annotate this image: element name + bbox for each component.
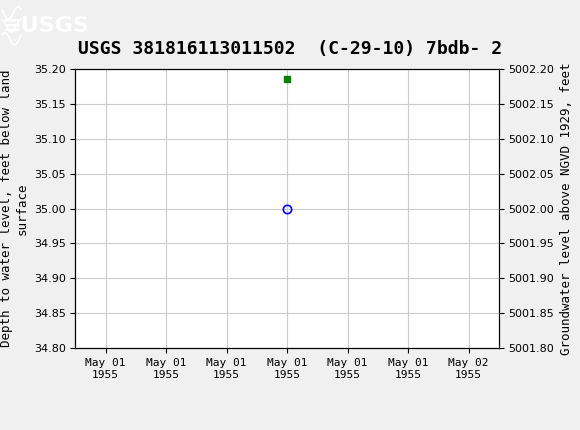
Y-axis label: Depth to water level, feet below land
surface: Depth to water level, feet below land su… [0,70,28,347]
Y-axis label: Groundwater level above NGVD 1929, feet: Groundwater level above NGVD 1929, feet [560,62,573,355]
Legend: Period of approved data: Period of approved data [189,425,385,430]
Text: ≡USGS: ≡USGS [3,16,90,36]
Text: USGS 381816113011502  (C-29-10) 7bdb- 2: USGS 381816113011502 (C-29-10) 7bdb- 2 [78,40,502,58]
